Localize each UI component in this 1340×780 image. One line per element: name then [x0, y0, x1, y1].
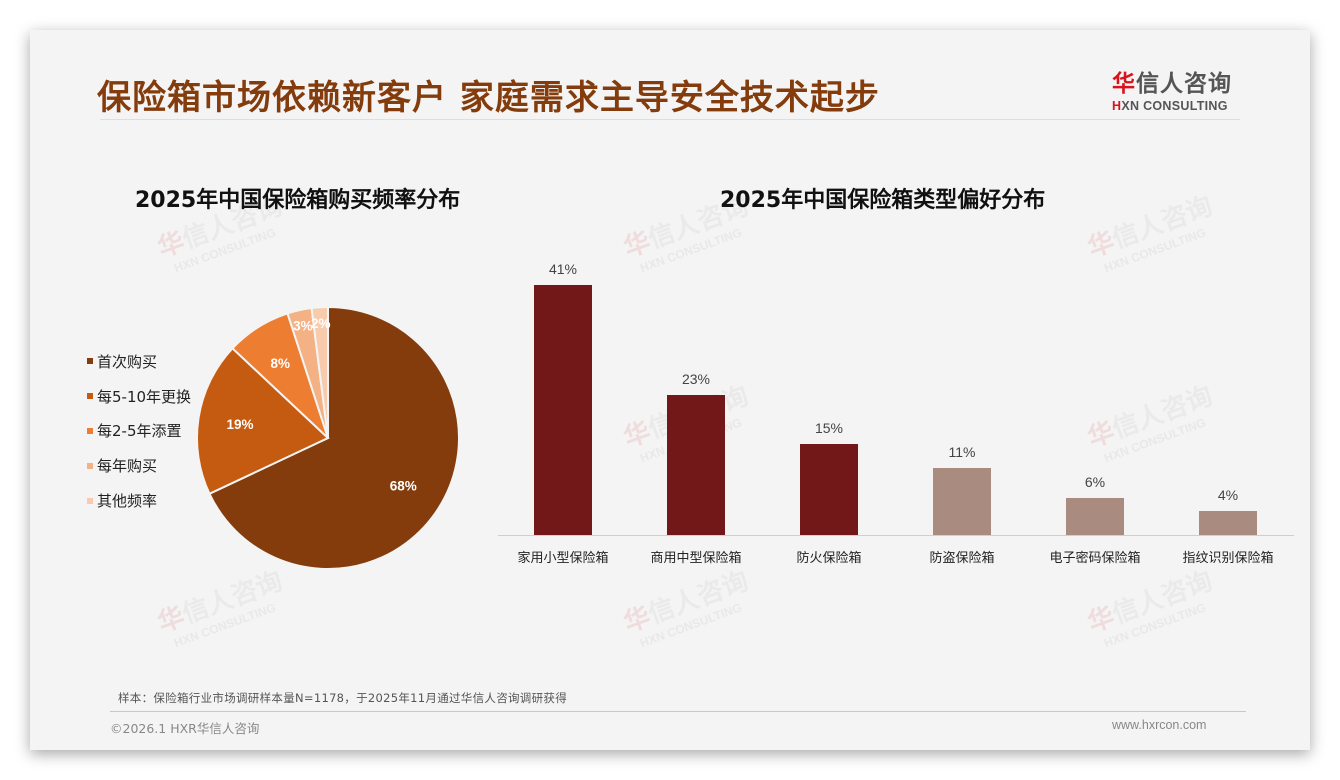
- pie-slice: [196, 346, 330, 496]
- copyright: ©2026.1 HXR华信人咨询: [110, 721, 260, 736]
- pie-slice-label: 2%: [311, 316, 331, 331]
- legend-label: 其他频率: [97, 492, 158, 511]
- bar-chart: 41% 家用小型保险箱 23% 商用中型保险箱 15% 防火保险箱 11% 防盗保险箱 6% 电子…: [30, 30, 1310, 750]
- bar-category-label: 防盗保险箱: [929, 551, 995, 566]
- bar-category-label: 电子密码保险箱: [1049, 551, 1141, 566]
- pie-legend: 首次购买每5-10年更换 每2-5年添置 每年购买其他频率: [87, 344, 191, 518]
- bar: [534, 284, 592, 535]
- logo-chinese: 华信人咨询: [1112, 71, 1232, 97]
- legend-swatch: [87, 358, 93, 365]
- bar-category-label: 防火保险箱: [796, 551, 862, 566]
- bar-category-label: 商用中型保险箱: [650, 551, 742, 566]
- slide: 保险箱市场依赖新客户 家庭需求主导安全技术起步 华信人咨询 HXN CONSUL…: [30, 30, 1310, 750]
- pie-slice: [310, 305, 329, 439]
- legend-item: 每5-10年更换: [87, 379, 191, 414]
- legend-label: 每年购买: [97, 457, 158, 476]
- legend-swatch: [87, 427, 93, 434]
- pie-slice-label: 19%: [227, 417, 254, 432]
- bar-category-label: 家用小型保险箱: [517, 551, 609, 566]
- website-link[interactable]: www.hxrcon.com: [1112, 718, 1207, 732]
- legend-item: 首次购买: [87, 344, 191, 379]
- legend-label: 首次购买: [97, 352, 158, 371]
- logo-english: HXN CONSULTING: [1112, 99, 1228, 113]
- legend-swatch: [87, 497, 93, 504]
- brand-logo: 华信人咨询 HXN CONSULTING: [1112, 64, 1242, 113]
- bar-value-label: 11%: [948, 443, 976, 460]
- pie-chart-title: 2025年中国保险箱购买频率分布: [135, 188, 461, 213]
- legend-label: 每2-5年添置: [97, 422, 182, 441]
- bar: [1066, 498, 1124, 535]
- footer-divider: [110, 711, 1246, 712]
- pie-slice: [208, 305, 460, 570]
- pie-slice-label: 3%: [293, 318, 313, 333]
- bar-value-label: 15%: [814, 419, 844, 436]
- title-divider: [100, 119, 1240, 120]
- bar-value-label: 4%: [1217, 486, 1239, 503]
- bar: [1199, 510, 1257, 535]
- pie-chart: 68% 19% 8% 3%2%: [196, 305, 460, 570]
- legend-item: 其他频率: [87, 483, 191, 518]
- x-axis-line: [498, 535, 1294, 536]
- legend-item: 每年购买: [87, 448, 191, 483]
- page-title: 保险箱市场依赖新客户 家庭需求主导安全技术起步: [97, 78, 880, 118]
- bar-value-label: 41%: [548, 260, 578, 277]
- legend-item: 每2-5年添置: [87, 414, 191, 449]
- legend-label: 每5-10年更换: [97, 387, 192, 406]
- bar: [800, 443, 858, 535]
- legend-swatch: [87, 462, 93, 469]
- legend-swatch: [87, 393, 93, 400]
- pie-slice-label: 8%: [271, 356, 291, 371]
- bar: [667, 394, 725, 535]
- bar-value-label: 6%: [1084, 474, 1106, 491]
- bar: [933, 467, 991, 535]
- source-note: 样本：保险箱行业市场调研样本量N=1178，于2025年11月通过华信人咨询调研…: [118, 691, 568, 705]
- bar-chart-title: 2025年中国保险箱类型偏好分布: [720, 188, 1046, 213]
- bar-value-label: 23%: [681, 370, 711, 387]
- bar-category-label: 指纹识别保险箱: [1182, 551, 1274, 566]
- pie-slice-label: 68%: [390, 479, 417, 494]
